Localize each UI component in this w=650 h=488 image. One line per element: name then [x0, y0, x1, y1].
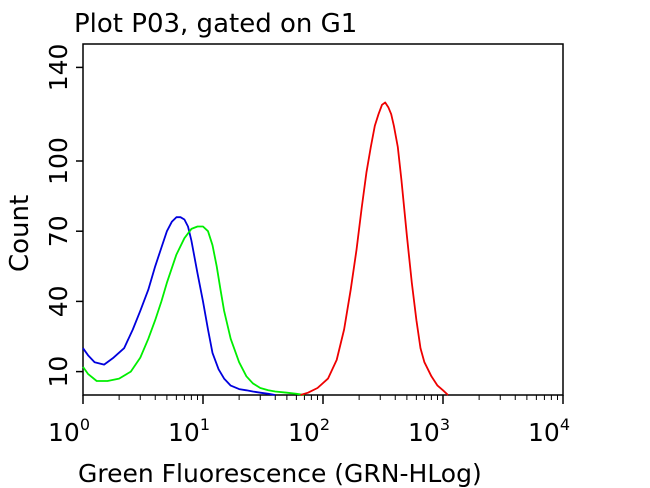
y-tick-label: 40: [44, 285, 73, 317]
x-tick-label: 103: [408, 415, 450, 447]
series-line: [300, 101, 449, 396]
chart-title: Plot P03, gated on G1: [74, 9, 357, 39]
plot-frame: [82, 43, 564, 396]
x-tick-label: 101: [168, 415, 210, 447]
y-tick-label: 140: [44, 44, 73, 92]
x-axis-label: Green Fluorescence (GRN-HLog): [78, 459, 482, 488]
x-tick-label: 104: [528, 415, 570, 447]
axis-ticks: 100 101 102 103 104 10 40 70 100 140: [44, 44, 570, 447]
y-tick-label: 70: [44, 215, 73, 247]
y-tick-label: 100: [44, 137, 73, 185]
x-tick-label: 100: [48, 415, 90, 447]
series-group: [82, 101, 449, 396]
x-tick-label: 102: [288, 415, 330, 447]
y-axis-label: Count: [5, 195, 35, 272]
series-line: [82, 216, 276, 396]
series-line: [82, 225, 305, 396]
y-tick-label: 10: [44, 356, 73, 388]
